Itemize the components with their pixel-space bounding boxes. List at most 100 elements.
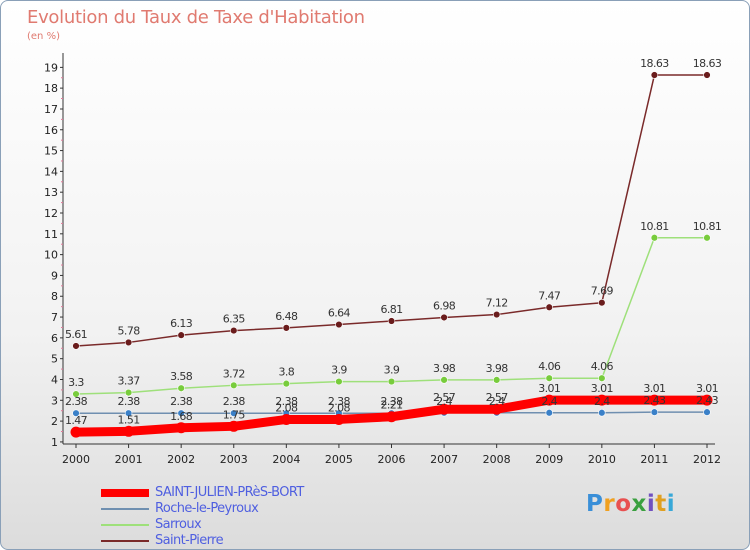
y-tick-label: 7 <box>51 311 58 324</box>
data-point <box>177 409 185 417</box>
chart-title: Evolution du Taux de Taxe d'Habitation <box>27 7 365 28</box>
y-tick-label: 5 <box>51 353 58 366</box>
data-point <box>123 425 135 437</box>
legend-swatch <box>101 524 149 526</box>
legend-label: Roche-le-Peyroux <box>155 501 259 516</box>
data-label: 2.57 <box>486 391 509 404</box>
data-label: 3.8 <box>278 366 294 379</box>
data-point <box>177 384 185 392</box>
data-point <box>598 409 606 417</box>
y-tick-label: 12 <box>44 207 58 220</box>
y-tick-label: 9 <box>51 269 58 282</box>
data-label: 2.4 <box>436 395 452 408</box>
data-label: 4.06 <box>591 360 614 373</box>
data-label: 3.01 <box>696 382 718 395</box>
data-label: 3.01 <box>591 382 613 395</box>
y-tick-label: 8 <box>51 290 58 303</box>
data-point <box>124 409 133 417</box>
data-point <box>335 377 343 386</box>
data-label: 2.43 <box>643 394 666 407</box>
data-point <box>701 394 713 406</box>
y-tick-label: 11 <box>44 228 58 241</box>
y-tick-label: 2 <box>51 415 58 428</box>
data-label: 3.01 <box>538 382 560 395</box>
data-label: 18.63 <box>640 57 669 70</box>
data-point <box>177 331 185 339</box>
y-tick-label: 17 <box>44 103 58 116</box>
data-label: 3.72 <box>223 367 245 380</box>
data-label: 2.21 <box>380 399 402 412</box>
logo-letter: i <box>666 491 676 517</box>
data-point <box>440 313 448 322</box>
data-label: 7.12 <box>486 297 508 310</box>
y-tick-label: 10 <box>44 249 58 262</box>
data-label: 2.38 <box>65 395 88 408</box>
data-label: 2.08 <box>275 401 298 414</box>
data-label: 3.58 <box>170 370 193 383</box>
y-tick-label: 14 <box>44 165 58 178</box>
data-label: 2.38 <box>223 395 246 408</box>
data-point <box>387 317 396 325</box>
x-tick-label: 2006 <box>378 453 406 466</box>
data-label: 2.4 <box>594 395 610 408</box>
data-label: 2.38 <box>118 395 141 408</box>
x-tick-label: 2007 <box>430 453 458 466</box>
legend-swatch <box>101 489 149 497</box>
data-label: 1.75 <box>223 408 246 421</box>
data-point <box>703 234 711 242</box>
data-label: 3.98 <box>433 362 456 375</box>
data-point <box>72 390 80 398</box>
y-tick-label: 6 <box>51 332 58 345</box>
x-tick-label: 2009 <box>535 453 563 466</box>
data-point <box>492 376 501 384</box>
logo-letter: o <box>615 491 632 517</box>
data-point <box>282 324 291 332</box>
data-point <box>387 377 396 386</box>
data-label: 2.08 <box>328 401 351 414</box>
data-point <box>72 342 80 350</box>
data-label: 3.9 <box>384 364 400 377</box>
data-point <box>70 426 82 438</box>
data-label: 18.63 <box>693 57 722 70</box>
logo-letter: P <box>586 491 604 517</box>
y-tick-label: 18 <box>44 82 58 95</box>
x-tick-label: 2004 <box>272 453 300 466</box>
data-label: 2.43 <box>696 394 719 407</box>
data-point <box>648 394 660 406</box>
data-point <box>333 413 345 425</box>
x-tick-label: 2010 <box>588 453 616 466</box>
y-tick-label: 19 <box>44 61 58 74</box>
data-label: 10.81 <box>693 220 722 233</box>
data-label: 2.4 <box>541 395 557 408</box>
data-point <box>543 394 555 406</box>
data-point <box>545 303 553 311</box>
x-tick-label: 2003 <box>220 453 248 466</box>
data-point <box>650 71 659 79</box>
logo-letter: i <box>646 491 656 517</box>
data-point <box>598 374 606 382</box>
x-tick-label: 2001 <box>115 453 143 466</box>
data-point <box>438 403 450 415</box>
data-point <box>175 422 187 434</box>
data-point <box>598 298 606 307</box>
y-tick-label: 13 <box>44 186 58 199</box>
logo-letter: t <box>655 491 667 517</box>
data-label: 1.47 <box>65 414 88 427</box>
data-label: 3.98 <box>486 362 509 375</box>
data-label: 2.4 <box>489 395 505 408</box>
data-label: 3.37 <box>118 375 141 388</box>
data-point <box>650 234 659 242</box>
x-tick-label: 2008 <box>483 453 511 466</box>
y-tick-label: 16 <box>44 124 58 137</box>
x-tick-label: 2000 <box>62 453 90 466</box>
data-point <box>596 394 608 406</box>
data-label: 6.98 <box>433 299 456 312</box>
data-point <box>545 374 553 382</box>
data-point <box>545 409 553 417</box>
chart-subtitle: (en %) <box>27 31 60 42</box>
data-label: 2.38 <box>170 395 193 408</box>
data-label: 4.06 <box>538 360 561 373</box>
data-point <box>230 326 238 335</box>
data-label: 5.61 <box>65 328 87 341</box>
